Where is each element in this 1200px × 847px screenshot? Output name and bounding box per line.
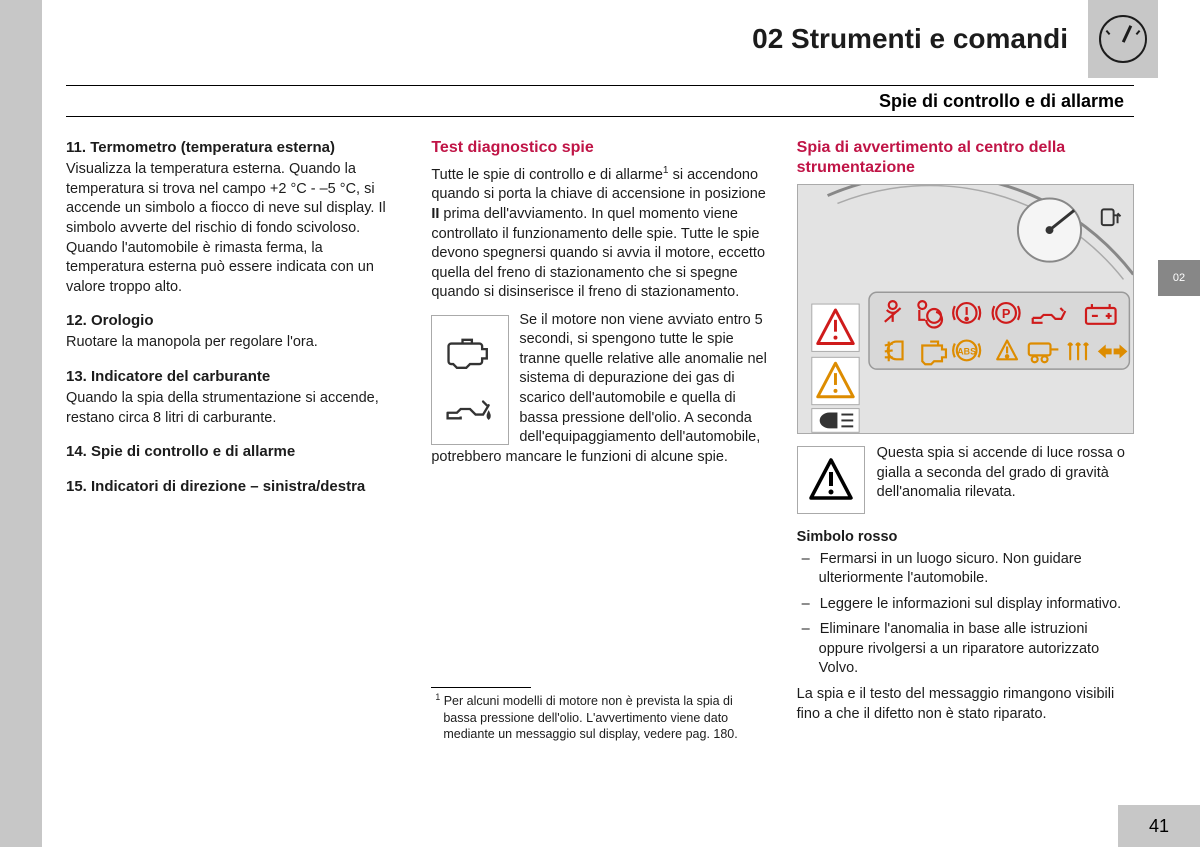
list-item: Fermarsi in un luogo sicuro. Non guidare…: [797, 550, 1134, 589]
column-2: Test diagnostico spie Tutte le spie di c…: [431, 138, 768, 797]
closing-para: La spia e il testo del messaggio rimango…: [797, 685, 1134, 724]
heading-12: 12. Orologio: [66, 311, 403, 331]
list-item: Leggere le informazioni sul display info…: [797, 595, 1134, 615]
section-title: Spie di controllo e di allarme: [879, 91, 1124, 112]
red-symbol-bold: Simbolo rosso: [797, 529, 898, 545]
heading-11: 11. Termometro (temperatura esterna): [66, 138, 403, 158]
dashboard-svg: P: [798, 185, 1133, 433]
heading-14: 14. Spie di controllo e di allarme: [66, 442, 403, 462]
column-3: Spia di avvertimento al centro della str…: [797, 138, 1134, 797]
engine-icon: [442, 329, 498, 373]
red-symbol-list: Fermarsi in un luogo sicuro. Non guidare…: [797, 550, 1134, 679]
heading-13: 13. Indicatore del carburante: [66, 367, 403, 387]
chapter-header: 02 Strumenti e comandi: [42, 0, 1158, 78]
heading-15: 15. Indicatori di direzione – sinistra/d…: [66, 477, 403, 497]
warning-text: Questa spia si accende di luce rossa o g…: [877, 445, 1125, 500]
col2-heading: Test diagnostico spie: [431, 138, 768, 158]
chapter-title: 02 Strumenti e comandi: [752, 23, 1068, 55]
footnote-text: 1 Per alcuni modelli di motore non è pre…: [431, 692, 768, 742]
section-strip: Spie di controllo e di allarme: [66, 85, 1134, 117]
para-12: Ruotare la manopola per regolare l'ora.: [66, 333, 403, 353]
para-13: Quando la spia della strumentazione si a…: [66, 389, 403, 428]
header-icon-tab: [1088, 0, 1158, 78]
engine-oil-icon-box: [431, 315, 509, 445]
chapter-side-tab: 02: [1158, 260, 1200, 296]
col2-p1a: Tutte le spie di controllo e di allarme: [431, 167, 663, 183]
red-symbol-label: Simbolo rosso: [797, 528, 1134, 548]
col2-para1: Tutte le spie di controllo e di allarme1…: [431, 164, 768, 303]
column-1: 11. Termometro (temperatura esterna) Vis…: [66, 138, 403, 797]
col3-heading: Spia di avvertimento al centro della str…: [797, 138, 1134, 178]
col2-block2: Se il motore non viene avviato entro 5 s…: [431, 311, 768, 468]
gauge-icon: [1099, 15, 1147, 63]
oil-icon: [442, 387, 498, 431]
warning-triangle-icon: [806, 455, 856, 505]
footnote-rule: [431, 687, 531, 688]
svg-text:P: P: [1001, 306, 1010, 321]
svg-text:ABS: ABS: [957, 346, 976, 356]
footnote-body: Per alcuni modelli di motore non è previ…: [443, 694, 737, 741]
col2-p1c: prima dell'avviamento. In quel momento v…: [431, 206, 765, 300]
list-item: Eliminare l'anomalia in base alle istruz…: [797, 620, 1134, 679]
page-number: 41: [1118, 805, 1200, 847]
dashboard-figure: P: [797, 184, 1134, 434]
content-columns: 11. Termometro (temperatura esterna) Vis…: [66, 138, 1134, 797]
warning-note-block: Questa spia si accende di luce rossa o g…: [797, 444, 1134, 503]
para-11: Visualizza la temperatura esterna. Quand…: [66, 160, 403, 297]
left-margin-strip: [0, 0, 42, 847]
warning-triangle-box: [797, 446, 865, 514]
